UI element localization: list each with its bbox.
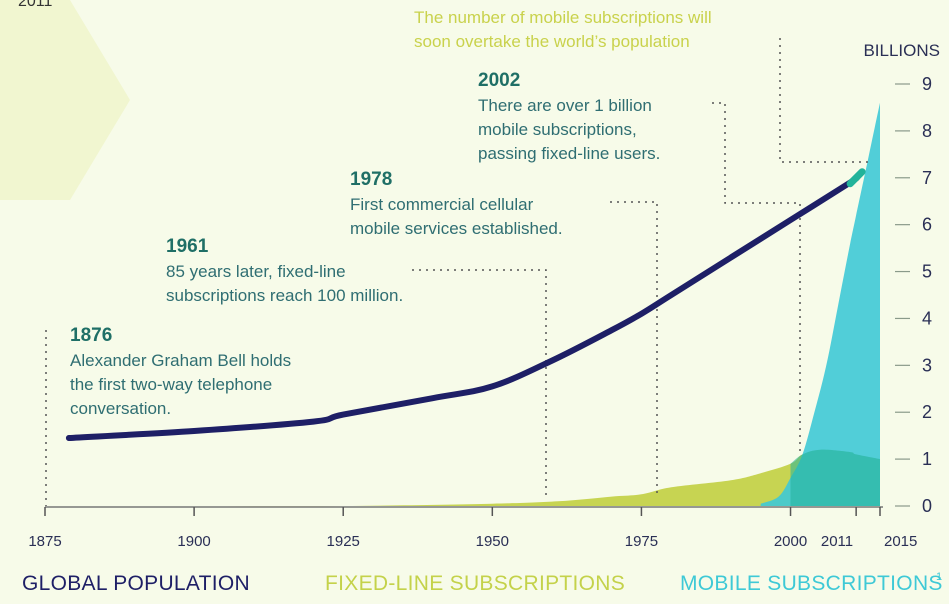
annotation-year-1961: 1961 <box>166 236 209 257</box>
area-overlap <box>790 449 880 506</box>
y-tick-label: 6 <box>922 215 932 235</box>
legend: GLOBAL POPULATION FIXED-LINE SUBSCRIPTION… <box>22 571 943 595</box>
annotation-text-1978: mobile services established. <box>350 219 563 238</box>
annotation-text-1978: First commercial cellular <box>350 195 534 214</box>
annotation-year-1978: 1978 <box>350 169 392 190</box>
population-layer <box>65 168 866 441</box>
x-tick-label: 1875 <box>28 533 61 550</box>
x-tick-label: 1950 <box>476 533 509 550</box>
population-end-marker <box>846 168 866 188</box>
annotation-group: 1876 Alexander Graham Bell holds the first… <box>70 70 660 418</box>
x-tick-label: 1975 <box>625 533 658 550</box>
legend-footnote: 1 <box>936 571 942 583</box>
x-tick-label: 2015 <box>884 533 917 550</box>
annotation-text-1876: Alexander Graham Bell holds <box>70 351 291 370</box>
y-tick-label: 9 <box>922 74 932 94</box>
leader-1961 <box>412 269 547 498</box>
y-tick-label: 8 <box>922 121 932 141</box>
legend-item-mobile: MOBILE SUBSCRIPTIONS <box>680 572 943 595</box>
y-tick-label: 3 <box>922 355 932 375</box>
y-axis-unit-label: BILLIONS <box>863 41 940 60</box>
leader-1978 <box>610 201 658 493</box>
area-layer <box>45 102 880 507</box>
y-tick-label: 4 <box>922 308 932 328</box>
annotation-year-1876: 1876 <box>70 325 112 346</box>
annotation-text-2002: There are over 1 billion <box>478 96 652 115</box>
y-axis: 0 1 2 3 4 5 6 7 8 9 <box>895 74 932 516</box>
area-mobile <box>760 102 880 507</box>
y-tick-label: 2 <box>922 402 932 422</box>
population-line <box>65 174 860 441</box>
decorative-chevron <box>0 0 130 200</box>
leader-lines <box>45 38 870 506</box>
annotation-text-2002: passing fixed-line users. <box>478 144 660 163</box>
callout-line: soon overtake the world’s population <box>414 32 690 51</box>
legend-item-population: GLOBAL POPULATION <box>22 572 250 595</box>
callout-line: The number of mobile subscriptions will <box>414 8 712 27</box>
corner-label: 2011 <box>18 0 53 10</box>
x-tick-label: 1925 <box>327 533 360 550</box>
y-tick-label: 0 <box>922 496 932 516</box>
annotation-year-2002: 2002 <box>478 70 520 91</box>
y-tick-label: 1 <box>922 449 932 469</box>
x-tick-label: 2000 <box>774 533 807 550</box>
annotation-text-2002: mobile subscriptions, <box>478 120 637 139</box>
x-tick-label: 1900 <box>177 533 210 550</box>
legend-item-fixed_line: FIXED-LINE SUBSCRIPTIONS <box>325 572 625 595</box>
annotation-text-1876: the first two-way telephone <box>70 375 272 394</box>
area-fixed-line <box>45 449 880 507</box>
annotation-text-1961: subscriptions reach 100 million. <box>166 286 403 305</box>
annotation-text-1876: conversation. <box>70 399 171 418</box>
x-axis: 1875 1900 1925 1950 1975 2000 2011 2015 <box>28 506 917 550</box>
callout-annotation: The number of mobile subscriptions will s… <box>414 8 712 51</box>
y-tick-label: 5 <box>922 262 932 282</box>
y-tick-label: 7 <box>922 168 932 188</box>
leader-callout <box>779 38 870 163</box>
annotation-text-1961: 85 years later, fixed-line <box>166 262 346 281</box>
x-tick-label: 2011 <box>821 533 853 550</box>
leader-2002 <box>712 102 801 456</box>
